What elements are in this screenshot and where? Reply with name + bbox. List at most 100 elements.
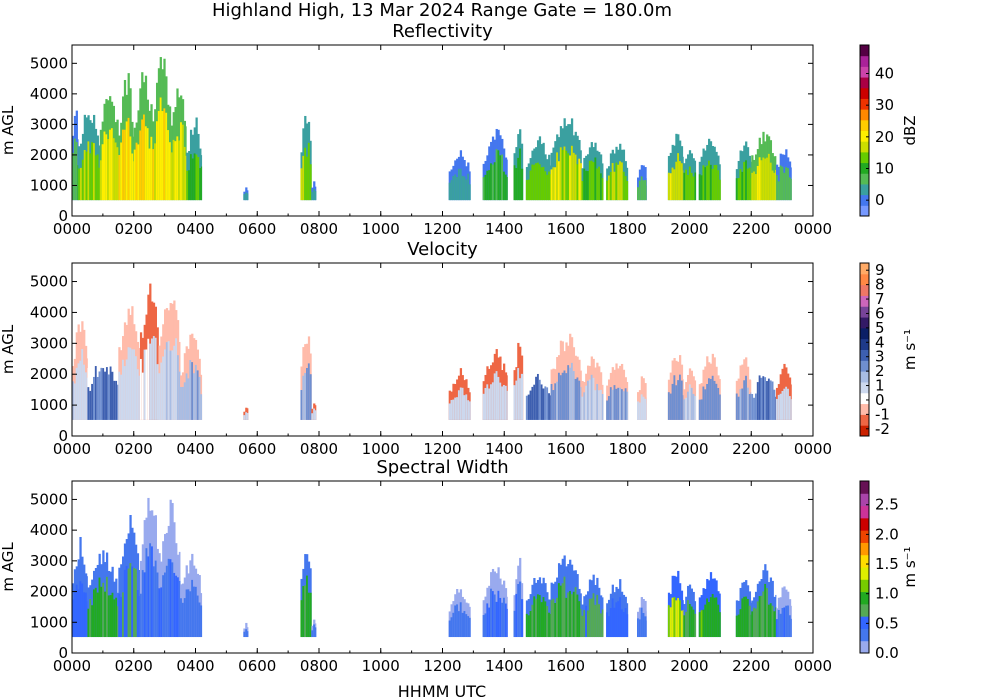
echo-cell [109, 129, 112, 201]
echo-cell [99, 160, 103, 201]
echo-cell [307, 592, 311, 638]
echo-cell [548, 393, 551, 420]
colorbar-segment [860, 173, 869, 185]
echo-cell [677, 380, 680, 420]
echo-cell [191, 579, 194, 638]
echo-region [118, 73, 135, 201]
echo-cell [102, 368, 105, 420]
echo-cell [314, 190, 317, 201]
echo-region [667, 570, 684, 638]
echo-cell [175, 338, 178, 420]
x-tick-label: 2200 [732, 440, 770, 458]
echo-region [311, 181, 317, 201]
echo-cell [107, 595, 111, 638]
echo-cell [484, 613, 487, 638]
echo-cell [503, 597, 506, 638]
echo-region [87, 550, 119, 638]
echo-cell [247, 412, 249, 420]
echo-cell [486, 384, 489, 420]
echo-cell [120, 374, 123, 420]
echo-cell [680, 380, 684, 420]
colorbar-segment [860, 505, 869, 519]
y-tick-label: 5000 [30, 490, 68, 508]
echo-cell [168, 142, 172, 201]
echo-cell [554, 167, 557, 201]
echo-region [243, 622, 249, 638]
echo-cell [519, 581, 522, 638]
echo-cell [517, 157, 520, 201]
echo-cell [111, 371, 114, 420]
echo-cell [748, 394, 752, 420]
x-tick-label: 0000 [794, 440, 832, 458]
echo-cell [777, 181, 781, 201]
echo-region [180, 553, 203, 638]
echo-cell [311, 630, 314, 638]
echo-cell [116, 147, 119, 201]
echo-cell [165, 565, 169, 638]
echo-cell [527, 394, 530, 420]
echo-cell [185, 155, 187, 201]
echo-cell [488, 170, 491, 201]
echo-region [581, 574, 604, 638]
x-tick-label: 1200 [423, 220, 461, 238]
panels: 0000 0200 0400 0600 0800 1000 1200 1400 1600 1800… [0, 21, 919, 675]
echo-cell [529, 390, 532, 420]
echo-cell [147, 556, 150, 638]
echo-region [72, 321, 88, 420]
echo-cell [692, 176, 695, 201]
echo-region [158, 300, 181, 420]
echo-cell [606, 612, 609, 638]
echo-region [775, 149, 792, 201]
echo-cell [550, 169, 553, 201]
echo-cell [149, 343, 152, 420]
echo-cell [764, 158, 767, 201]
colorbar-segment [860, 327, 869, 340]
echo-cell [739, 169, 742, 201]
echo-region [139, 497, 159, 638]
echo-region [300, 554, 312, 638]
echo-cell [448, 620, 451, 638]
echo-cell [624, 388, 627, 420]
echo-cell [783, 607, 786, 638]
echo-cell [115, 597, 118, 638]
echo-cell [245, 629, 248, 638]
echo-cell [160, 362, 163, 420]
x-tick-label: 1800 [609, 440, 647, 458]
echo-cell [756, 382, 760, 420]
echo-cell [109, 366, 112, 420]
echo-region [667, 355, 684, 420]
x-tick-label: 1800 [609, 657, 647, 675]
echo-cell [125, 565, 128, 638]
echo-cell [669, 393, 672, 420]
echo-cell [677, 153, 680, 201]
echo-region [300, 336, 312, 420]
x-tick-label: 0400 [176, 220, 214, 238]
echo-cell [750, 614, 752, 638]
y-tick-label: 1000 [30, 396, 68, 414]
echo-cell [176, 577, 180, 638]
colorbar-frame [859, 44, 870, 217]
echo-cell [536, 594, 540, 638]
echo-cell [538, 595, 542, 638]
echo-cell [673, 597, 676, 638]
echo-cell [127, 347, 130, 420]
echo-cell [484, 174, 487, 201]
x-axis-label: HHMM UTC [398, 682, 486, 700]
echo-region [667, 133, 684, 201]
echo-cell [762, 591, 765, 638]
echo-cell [599, 173, 603, 201]
echo-cell [482, 177, 485, 201]
echo-cell [790, 178, 792, 201]
echo-cell [467, 173, 470, 201]
echo-cell [100, 586, 103, 638]
echo-cell [191, 158, 195, 201]
echo-cell [570, 362, 574, 420]
x-tick-label: 0200 [115, 657, 153, 675]
echo-cell [185, 589, 188, 638]
echo-cell [620, 162, 624, 201]
x-tick-label: 1000 [362, 220, 400, 238]
echo-cell [183, 382, 187, 420]
echo-cell [194, 364, 198, 420]
echo-cell [771, 381, 774, 420]
